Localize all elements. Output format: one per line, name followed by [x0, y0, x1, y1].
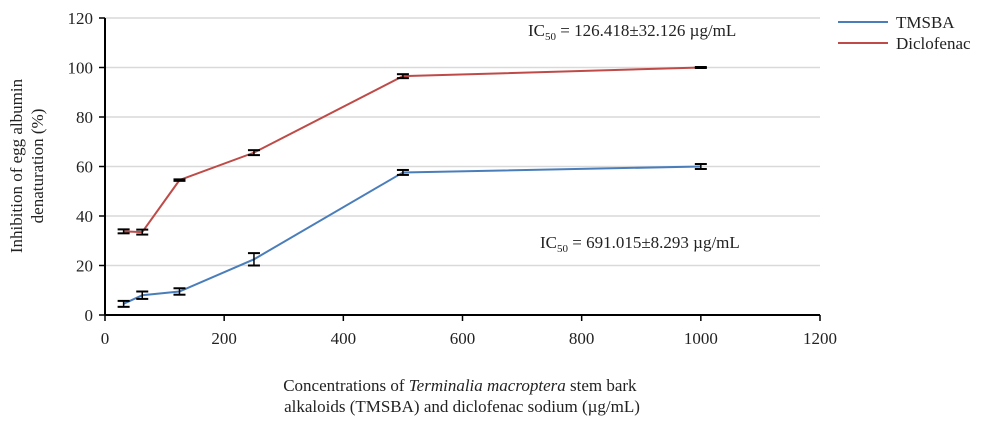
y-tick-label: 60 — [76, 158, 93, 177]
error-bar-tmsba — [248, 253, 260, 265]
x-tick-label: 200 — [211, 329, 237, 348]
series-line-diclofenac — [124, 68, 701, 233]
legend-label-tmsba: TMSBA — [896, 13, 955, 32]
error-bar-diclofenac — [248, 150, 260, 155]
y-tick-label: 0 — [85, 306, 94, 325]
error-bar-tmsba — [118, 301, 130, 307]
x-tick-label: 1000 — [684, 329, 718, 348]
legend: TMSBA Diclofenac — [838, 13, 971, 53]
annotation-tmsba-ic50: IC50 = 691.015±8.293 µg/mL — [540, 233, 740, 255]
error-bar-diclofenac — [695, 67, 707, 68]
y-tick-label: 20 — [76, 257, 93, 276]
x-axis-label: Concentrations of Terminalia macroptera … — [283, 376, 641, 416]
x-tick-label: 1200 — [803, 329, 837, 348]
x-tick-label: 600 — [450, 329, 476, 348]
x-tick-label: 800 — [569, 329, 595, 348]
y-tick-label: 80 — [76, 108, 93, 127]
error-bar-diclofenac — [173, 179, 185, 180]
y-tick-label: 40 — [76, 207, 93, 226]
x-tick-label: 0 — [101, 329, 110, 348]
y-tick-label: 100 — [68, 59, 94, 78]
x-tick-label: 400 — [331, 329, 357, 348]
y-tick-label: 120 — [68, 9, 94, 28]
annotation-diclofenac-ic50: IC50 = 126.418±32.126 µg/mL — [528, 21, 736, 43]
legend-label-diclofenac: Diclofenac — [896, 34, 971, 53]
